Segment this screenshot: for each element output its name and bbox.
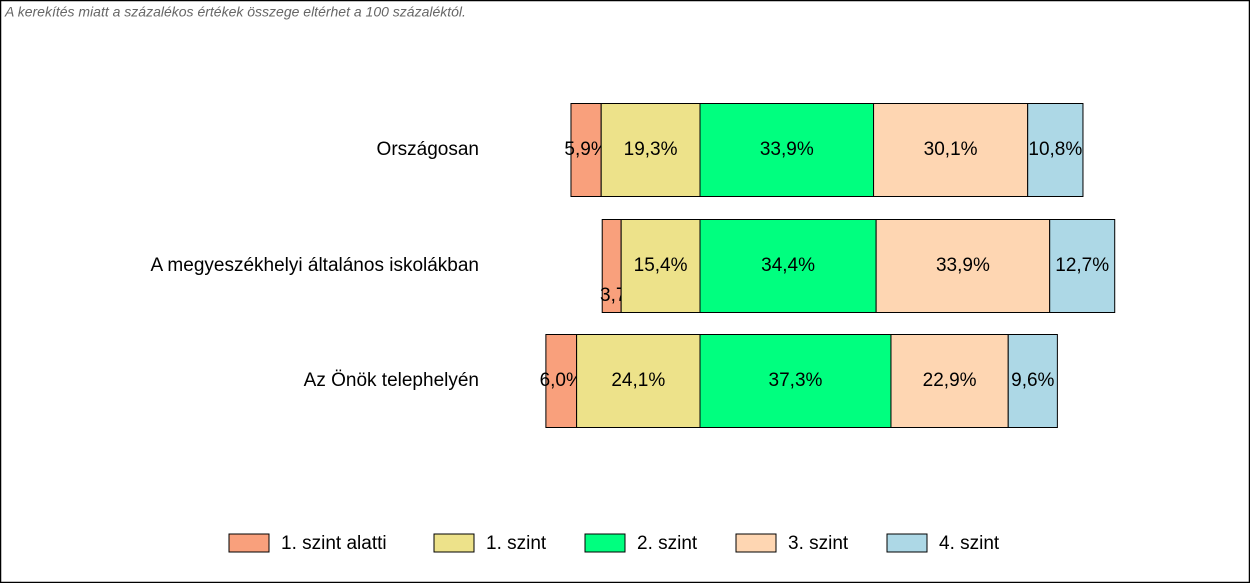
bar-segment xyxy=(890,334,1009,428)
category-label: Országosan xyxy=(377,139,479,160)
value-label: 6,0% xyxy=(540,370,583,391)
value-label: 15,4% xyxy=(634,255,688,276)
note: A kerekítés miatt a százalékos értékek ö… xyxy=(4,4,466,20)
bar-segment xyxy=(699,334,892,428)
value-label: 19,3% xyxy=(624,139,678,160)
value-label: 34,4% xyxy=(761,255,815,276)
value-label: 10,8% xyxy=(1028,139,1082,160)
bar-segment xyxy=(699,219,877,313)
legend-label: 1. szint xyxy=(486,533,547,554)
legend-label: 3. szint xyxy=(788,533,849,554)
value-label: 33,9% xyxy=(936,255,990,276)
bar-segment xyxy=(570,103,602,197)
bar-segment xyxy=(873,103,1029,197)
value-label: 33,9% xyxy=(760,139,814,160)
value-label: 12,7% xyxy=(1055,255,1109,276)
bar-segment xyxy=(1027,103,1084,197)
legend-swatch xyxy=(735,533,777,553)
value-label: 30,1% xyxy=(924,139,978,160)
legend-label: 1. szint alatti xyxy=(281,533,387,554)
bar-segment xyxy=(1007,334,1058,428)
legend-swatch xyxy=(433,533,475,553)
legend-swatch xyxy=(228,533,270,553)
value-label: 22,9% xyxy=(923,370,977,391)
bar-segment xyxy=(875,219,1051,313)
value-label: 5,9% xyxy=(564,139,607,160)
value-label: 37,3% xyxy=(769,370,823,391)
bar-segment xyxy=(545,334,578,428)
category-label: A megyeszékhelyi általános iskolákban xyxy=(151,255,479,276)
legend-label: 4. szint xyxy=(939,533,1000,554)
value-label: 9,6% xyxy=(1011,370,1054,391)
bar-segment xyxy=(620,219,701,313)
bar-segment xyxy=(699,103,875,197)
value-label: 24,1% xyxy=(611,370,665,391)
legend-label: 2. szint xyxy=(637,533,698,554)
legend-swatch xyxy=(886,533,928,553)
legend-swatch xyxy=(584,533,626,553)
category-label: Az Önök telephelyén xyxy=(304,370,479,391)
bar-segment xyxy=(576,334,701,428)
bar-segment xyxy=(1049,219,1116,313)
